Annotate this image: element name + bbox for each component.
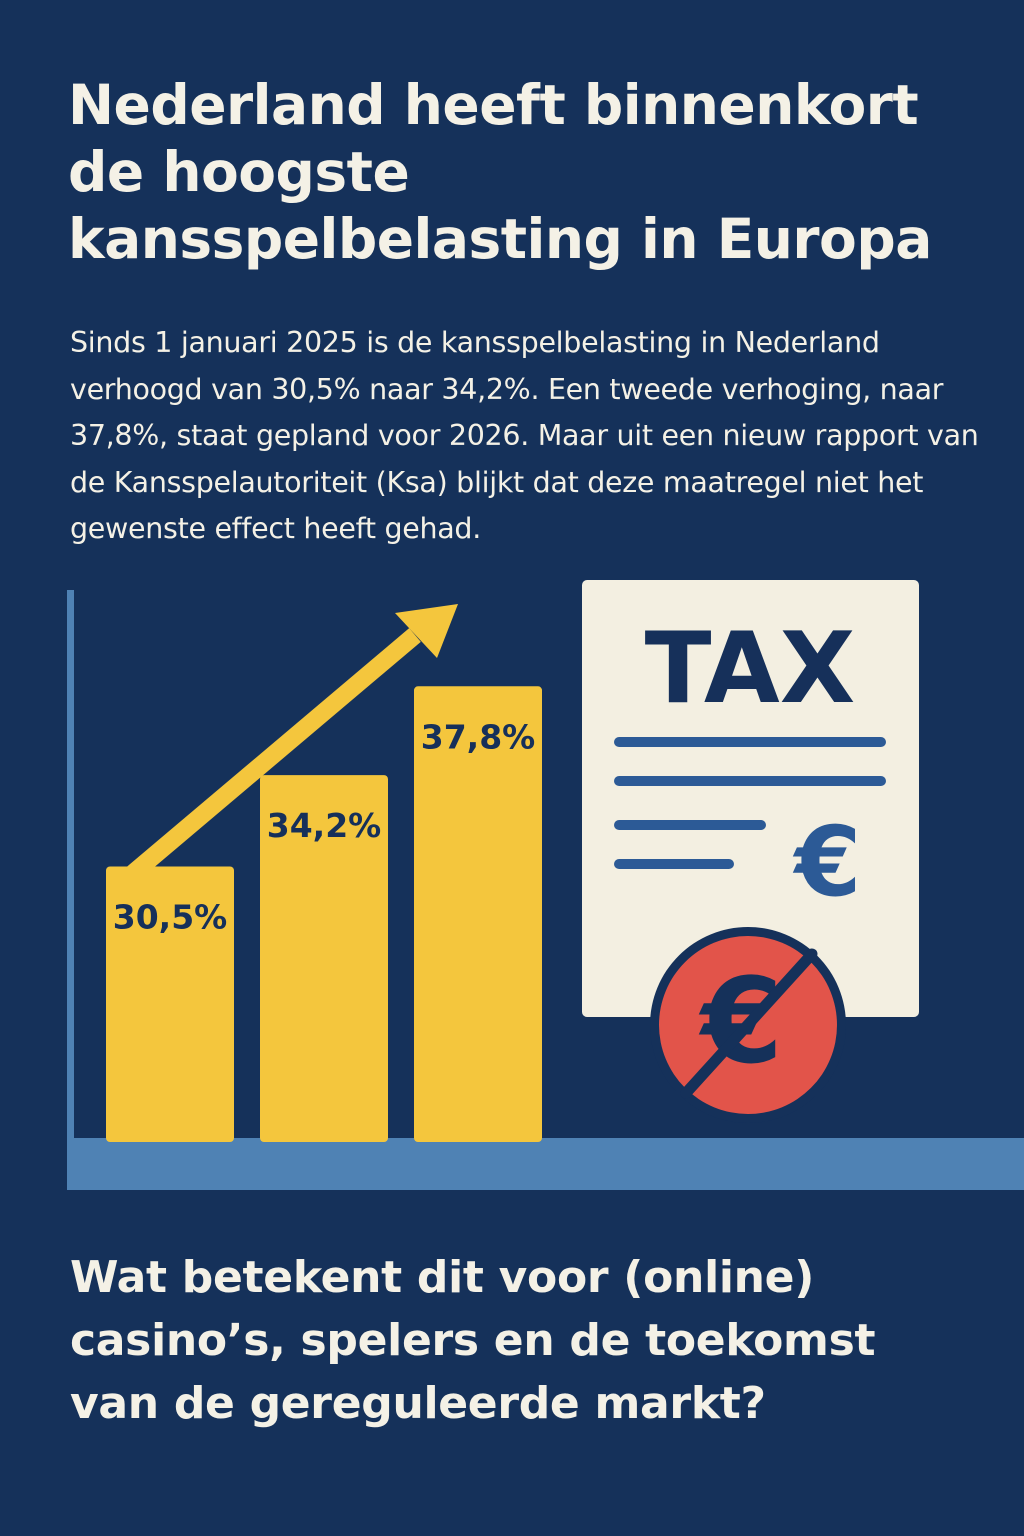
intro-paragraph: Sinds 1 januari 2025 is de kansspelbelas… (70, 326, 979, 545)
headline: Nederland heeft binnenkort de hoogste ka… (68, 73, 932, 271)
document-line (614, 776, 886, 786)
bar (414, 686, 542, 1142)
tax-document-icon: TAX € (582, 580, 919, 1017)
document-line (614, 820, 766, 830)
closing-question: Wat betekent dit voor (online) casino’s,… (70, 1252, 876, 1429)
document-title: TAX (645, 612, 856, 726)
bar-series: 30,5% 34,2% 37,8% (106, 686, 542, 1142)
x-axis-base (67, 1138, 1024, 1190)
document-line (614, 737, 886, 747)
document-sheet (582, 580, 919, 1017)
bar-value-label: 34,2% (267, 806, 382, 845)
document-line (614, 859, 734, 869)
tax-rate-chart: 30,5% 34,2% 37,8% TAX € € (67, 580, 1024, 1190)
bar-value-label: 37,8% (421, 717, 536, 756)
bar-value-label: 30,5% (113, 897, 228, 936)
y-axis (67, 590, 74, 1190)
euro-icon: € (793, 806, 862, 918)
no-euro-icon: € (650, 927, 846, 1123)
bar (260, 775, 388, 1142)
bar (106, 866, 234, 1142)
trend-arrow-icon (118, 604, 458, 888)
